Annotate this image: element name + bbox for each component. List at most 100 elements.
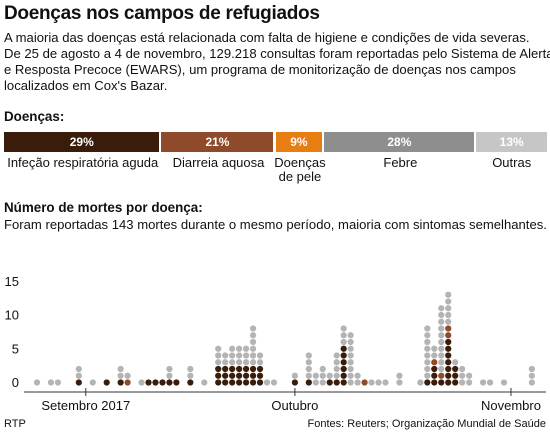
death-dot (438, 379, 445, 386)
death-dot (340, 325, 347, 332)
death-dot (431, 352, 438, 359)
death-dot (312, 379, 319, 386)
death-dot (249, 332, 257, 339)
death-dot (117, 372, 124, 379)
death-dot (340, 359, 347, 366)
death-dot (291, 372, 298, 379)
death-dot (347, 365, 354, 373)
death-dot (347, 379, 354, 386)
death-dot (340, 352, 347, 359)
death-dot (459, 372, 466, 379)
category-label-line: Diarreia aquosa (172, 155, 265, 170)
death-dot (319, 372, 326, 379)
death-dot (243, 359, 250, 366)
death-dot (138, 379, 145, 386)
category-label-line: Doenças (274, 155, 326, 170)
death-dot (319, 365, 326, 373)
death-dot (438, 365, 445, 373)
death-dot (166, 372, 173, 379)
bar-value-label: 9% (290, 135, 308, 149)
source-note: Fontes: Reuters; Organização Mundial de … (307, 418, 546, 430)
death-dot (249, 338, 257, 346)
diseases-heading: Doenças: (4, 109, 65, 124)
death-dot (347, 372, 354, 379)
bar-segment: 21% (161, 132, 274, 152)
death-dot (431, 345, 438, 352)
death-dot (333, 365, 340, 373)
death-dot (222, 365, 229, 373)
death-dot (124, 379, 131, 386)
death-dot (431, 359, 438, 366)
death-dot (424, 372, 431, 379)
death-dot (438, 325, 445, 332)
death-dot (215, 345, 222, 352)
death-dot (236, 359, 243, 366)
death-dot (229, 352, 236, 359)
death-dot (270, 379, 278, 386)
bar-value-label: 29% (69, 135, 94, 149)
death-dot (424, 379, 431, 386)
death-dot (528, 365, 535, 373)
death-dot (215, 359, 222, 366)
death-dot (229, 365, 236, 373)
disease-share-bar: 29% 21% 9% 28% 13% (4, 132, 547, 152)
bar-segment: 13% (476, 132, 547, 152)
death-dot (243, 352, 250, 359)
death-dot (340, 372, 347, 379)
death-dot (243, 365, 250, 373)
intro-text: A maioria das doenças está relacionada c… (4, 30, 550, 94)
death-dot (424, 332, 431, 339)
x-tick-label: Setembro 2017 (41, 398, 130, 413)
death-dot (117, 365, 124, 373)
death-dot (103, 379, 110, 386)
death-dot (438, 338, 445, 346)
death-dot (256, 352, 264, 359)
death-dot (75, 372, 82, 379)
death-dot (368, 379, 375, 386)
death-dot (466, 372, 473, 379)
bar-segment: 9% (275, 132, 323, 152)
death-dot (445, 359, 452, 366)
death-dot (319, 379, 326, 386)
death-dot (424, 338, 431, 346)
death-dot (445, 311, 452, 319)
death-dot (222, 372, 229, 379)
death-dot (249, 345, 257, 352)
y-tick-label: 0 (12, 375, 19, 390)
death-dot (291, 379, 298, 386)
bar-value-label: 21% (205, 135, 230, 149)
death-dot (124, 372, 131, 379)
category-label: Outras (492, 156, 531, 170)
death-dot (117, 379, 124, 386)
death-dot (236, 345, 243, 352)
death-dot (424, 345, 431, 352)
death-dot (431, 372, 438, 379)
death-dot (229, 359, 236, 366)
death-dot (445, 352, 452, 359)
death-dot (445, 305, 452, 312)
death-dot (187, 365, 194, 373)
death-dot (229, 345, 236, 352)
death-dot (47, 379, 55, 386)
intro-line: localizados em Cox's Bazar. (4, 78, 168, 93)
death-dot (187, 379, 194, 386)
death-dot (256, 359, 264, 366)
death-dot (438, 332, 445, 339)
death-dot (249, 325, 257, 332)
death-dot (243, 379, 250, 386)
death-dot (75, 365, 82, 373)
death-dot (486, 379, 494, 386)
death-dot (236, 352, 243, 359)
death-dot (347, 338, 354, 346)
death-dot (452, 365, 459, 373)
death-dot (236, 372, 243, 379)
death-dot (173, 379, 180, 386)
death-dot (347, 352, 354, 359)
y-tick-label: 15 (5, 274, 19, 289)
category-label: Febre (383, 156, 417, 170)
death-dot (445, 338, 452, 346)
death-dot (249, 372, 257, 379)
bar-value-label: 13% (499, 135, 524, 149)
death-dot (222, 379, 229, 386)
